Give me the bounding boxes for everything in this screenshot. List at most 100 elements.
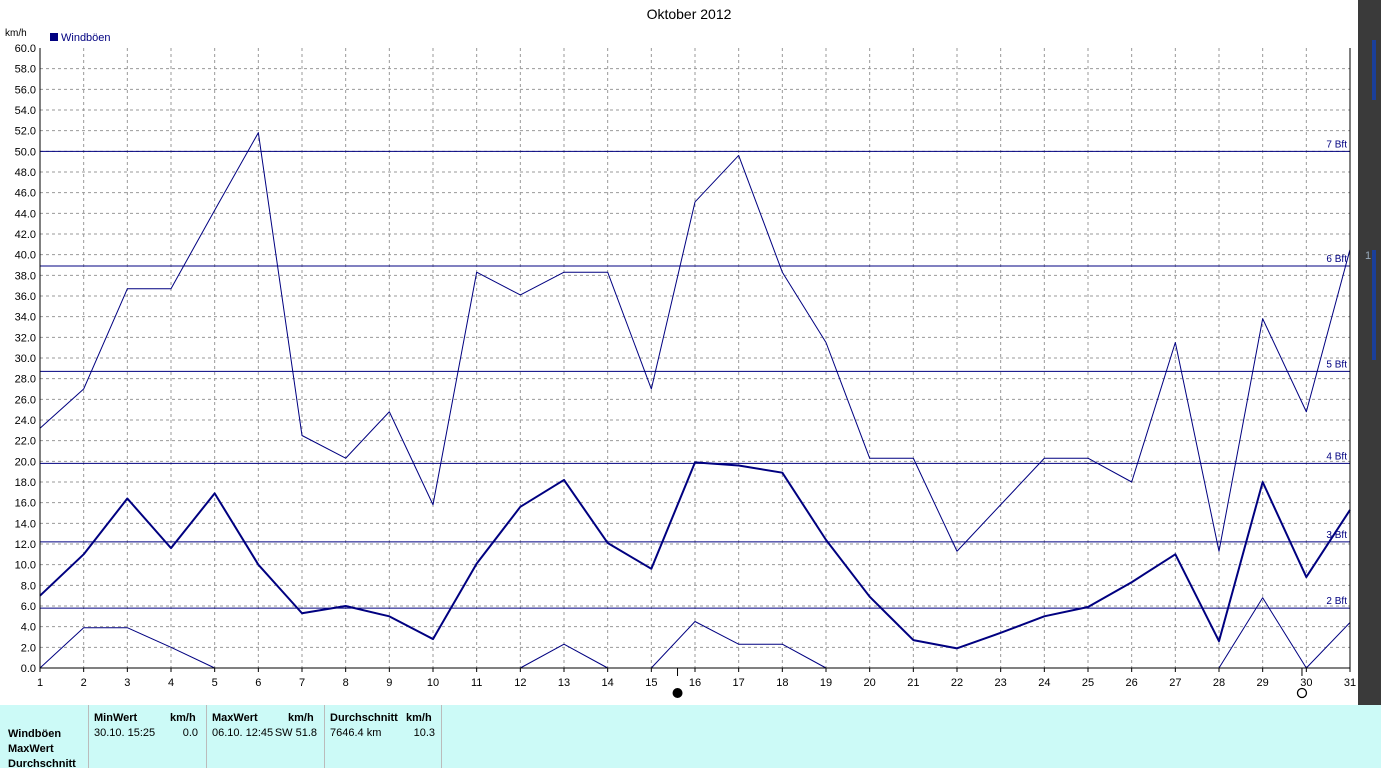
y-tick-label: 42.0 <box>15 229 36 241</box>
beaufort-reference-lines: 2 Bft 3 Bft 4 Bft 5 Bft 6 Bft 7 Bft <box>40 139 1350 609</box>
avg-distance: 7646.4 km <box>330 727 382 739</box>
x-tick-label: 25 <box>1082 677 1094 689</box>
legend-swatch <box>50 33 58 41</box>
series-line-min <box>39 627 215 669</box>
avg-unit: km/h <box>406 712 432 724</box>
x-tick-label: 20 <box>864 677 876 689</box>
series-line-min <box>1218 597 1351 669</box>
x-tick-label: 27 <box>1169 677 1181 689</box>
x-tick-label: 13 <box>558 677 570 689</box>
y-tick-label: 10.0 <box>15 560 36 572</box>
y-axis-unit-label: km/h <box>5 28 27 39</box>
y-tick-label: 52.0 <box>15 126 36 138</box>
avg-header: Durchschnitt <box>330 712 398 724</box>
strip-segment <box>1372 40 1376 100</box>
max-time: 06.10. 12:45 <box>212 727 274 739</box>
x-tick-label: 16 <box>689 677 701 689</box>
y-tick-label: 26.0 <box>15 394 36 406</box>
new-moon-icon <box>672 688 683 698</box>
x-tick-label: 4 <box>168 677 174 689</box>
y-tick-label: 46.0 <box>15 188 36 200</box>
y-tick-label: 22.0 <box>15 436 36 448</box>
y-tick-label: 38.0 <box>15 270 36 282</box>
axes: 1 2 3 4 5 6 7 8 9 10 11 12 13 14 15 16 17 18 19 20 21 22 23 24 2… <box>15 43 1357 689</box>
y-tick-label: 48.0 <box>15 167 36 179</box>
x-tick-label: 10 <box>427 677 439 689</box>
x-tick-label: 15 <box>645 677 657 689</box>
y-tick-label: 24.0 <box>15 415 36 427</box>
y-tick-label: 56.0 <box>15 84 36 96</box>
full-moon-icon <box>1296 687 1308 699</box>
beaufort-label: 7 Bft <box>1326 139 1347 150</box>
y-tick-label: 2.0 <box>21 642 36 654</box>
x-tick-label: 8 <box>343 677 349 689</box>
min-unit: km/h <box>170 712 196 724</box>
x-tick-label: 19 <box>820 677 832 689</box>
series-line-min <box>520 621 827 669</box>
legend: Windböen <box>50 32 111 44</box>
moon-phases <box>672 668 1308 699</box>
x-tick-label: 28 <box>1213 677 1225 689</box>
statistics-panel: Windböen MaxWert Durchschnitt MinWert km… <box>0 705 1381 770</box>
x-tick-label: 3 <box>124 677 130 689</box>
y-tick-label: 16.0 <box>15 498 36 510</box>
y-tick-label: 20.0 <box>15 456 36 468</box>
x-tick-label: 30 <box>1300 677 1312 689</box>
y-tick-label: 32.0 <box>15 332 36 344</box>
stats-divider <box>88 705 89 768</box>
x-tick-label: 22 <box>951 677 963 689</box>
y-tick-label: 8.0 <box>21 580 36 592</box>
series-lines <box>39 132 1351 669</box>
grid <box>40 48 1350 668</box>
stats-divider <box>324 705 325 768</box>
max-direction-value: SW 51.8 <box>274 727 317 739</box>
y-tick-label: 34.0 <box>15 312 36 324</box>
min-header: MinWert <box>94 712 138 724</box>
y-tick-label: 54.0 <box>15 105 36 117</box>
x-tick-label: 14 <box>602 677 614 689</box>
min-value: 0.0 <box>182 727 198 739</box>
y-tick-label: 58.0 <box>15 64 36 76</box>
max-unit: km/h <box>288 712 314 724</box>
beaufort-label: 2 Bft <box>1326 596 1347 607</box>
x-tick-label: 24 <box>1038 677 1050 689</box>
x-tick-label: 26 <box>1126 677 1138 689</box>
max-header: MaxWert <box>212 712 258 724</box>
series-line-max <box>39 132 1351 552</box>
series-line-avg <box>39 461 1351 650</box>
y-tick-label: 44.0 <box>15 208 36 220</box>
min-time: 30.10. 15:25 <box>94 727 156 739</box>
avg-value: 10.3 <box>413 727 435 739</box>
x-tick-label: 12 <box>514 677 526 689</box>
y-tick-label: 14.0 <box>15 518 36 530</box>
stats-row-label: Durchschnitt <box>8 758 76 770</box>
x-tick-label: 21 <box>907 677 919 689</box>
x-tick-label: 29 <box>1257 677 1269 689</box>
x-tick-label: 9 <box>386 677 392 689</box>
chart-title: Oktober 2012 <box>646 6 732 22</box>
x-tick-label: 23 <box>995 677 1007 689</box>
strip-label: 1 <box>1365 250 1372 262</box>
stats-divider <box>441 705 442 768</box>
x-tick-label: 1 <box>37 677 43 689</box>
x-tick-label: 17 <box>733 677 745 689</box>
stats-divider <box>206 705 207 768</box>
beaufort-label: 5 Bft <box>1326 359 1347 370</box>
y-tick-label: 12.0 <box>15 539 36 551</box>
x-tick-label: 31 <box>1344 677 1356 689</box>
y-tick-label: 28.0 <box>15 374 36 386</box>
y-tick-label: 18.0 <box>15 477 36 489</box>
y-tick-label: 50.0 <box>15 146 36 158</box>
y-tick-label: 40.0 <box>15 250 36 262</box>
x-tick-label: 7 <box>299 677 305 689</box>
stats-row-label: MaxWert <box>8 743 54 755</box>
x-tick-label: 5 <box>212 677 218 689</box>
y-tick-label: 4.0 <box>21 622 36 634</box>
y-tick-label: 60.0 <box>15 43 36 55</box>
x-tick-label: 11 <box>471 677 482 689</box>
strip-segment <box>1372 250 1376 360</box>
x-tick-label: 18 <box>776 677 788 689</box>
legend-label: Windböen <box>61 32 111 44</box>
y-tick-label: 6.0 <box>21 601 36 613</box>
